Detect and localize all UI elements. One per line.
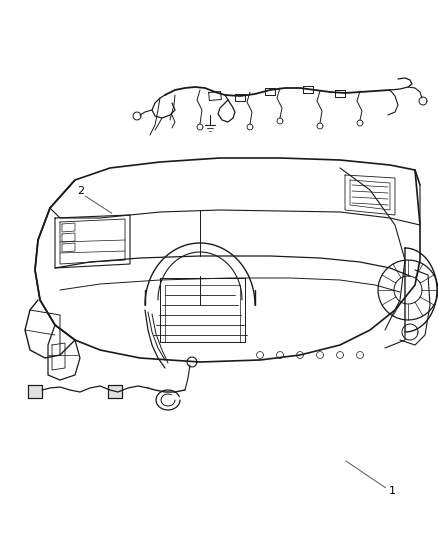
Polygon shape <box>335 90 345 96</box>
Polygon shape <box>208 92 221 101</box>
Polygon shape <box>28 385 42 398</box>
Polygon shape <box>303 85 313 93</box>
Polygon shape <box>265 87 275 94</box>
Text: 1: 1 <box>389 487 396 496</box>
Polygon shape <box>235 93 245 101</box>
Text: 2: 2 <box>78 186 85 196</box>
Polygon shape <box>108 385 122 398</box>
